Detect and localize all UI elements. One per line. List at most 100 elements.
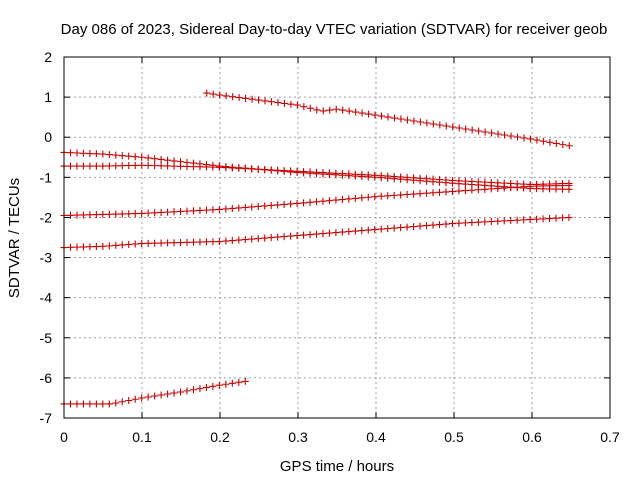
data-point — [507, 184, 515, 192]
data-point — [403, 173, 411, 181]
data-point — [293, 232, 301, 240]
data-point — [248, 165, 256, 173]
series-track-3 — [60, 161, 573, 188]
data-point — [390, 114, 398, 122]
data-point — [138, 209, 146, 217]
data-point — [494, 184, 502, 192]
data-point — [546, 182, 554, 190]
data-point — [86, 243, 94, 251]
data-point — [267, 201, 275, 209]
data-point — [429, 120, 437, 128]
data-point — [293, 167, 301, 175]
data-point — [371, 171, 379, 179]
y-tick-label: -3 — [40, 250, 53, 266]
x-tick-label: 0.4 — [366, 429, 386, 445]
x-tick-label: 0.3 — [288, 429, 308, 445]
data-point — [468, 126, 476, 134]
data-point — [442, 122, 450, 130]
data-point — [261, 202, 269, 210]
data-point — [397, 191, 405, 199]
data-point — [468, 219, 476, 227]
chart-title: Day 086 of 2023, Sidereal Day-to-day VTE… — [61, 21, 608, 38]
data-point — [384, 225, 392, 233]
data-point — [274, 233, 282, 241]
data-point — [222, 237, 230, 245]
data-point — [481, 218, 489, 226]
data-point — [364, 193, 372, 201]
data-point — [442, 176, 450, 184]
data-point — [274, 99, 282, 107]
data-point — [520, 134, 528, 142]
data-point — [552, 139, 560, 147]
data-point — [429, 221, 437, 229]
data-point — [300, 168, 308, 176]
data-point — [436, 121, 444, 129]
data-point — [144, 154, 152, 162]
data-point — [66, 400, 74, 408]
data-point — [216, 91, 224, 99]
data-point — [202, 383, 210, 391]
data-point — [125, 240, 133, 248]
data-point — [138, 240, 146, 248]
y-tick-label: -6 — [40, 370, 53, 386]
data-point — [92, 150, 100, 158]
data-point — [138, 394, 146, 402]
data-point — [280, 233, 288, 241]
data-point — [86, 150, 94, 158]
data-point — [429, 189, 437, 197]
data-point — [164, 239, 172, 247]
data-point — [202, 206, 210, 214]
data-point — [183, 162, 191, 170]
data-point — [183, 387, 191, 395]
data-point — [565, 214, 573, 222]
data-point — [112, 399, 120, 407]
data-point — [520, 216, 528, 224]
data-point — [435, 176, 443, 184]
data-point — [293, 101, 301, 109]
data-point — [410, 117, 418, 125]
data-point — [209, 382, 217, 390]
data-point — [384, 192, 392, 200]
data-point — [183, 238, 191, 246]
data-point — [209, 90, 217, 98]
data-point — [235, 94, 243, 102]
data-point — [487, 178, 495, 186]
data-point — [73, 243, 81, 251]
data-point — [248, 95, 256, 103]
data-point — [423, 222, 431, 230]
data-point — [390, 173, 398, 181]
data-point — [449, 123, 457, 131]
data-point — [539, 182, 547, 190]
data-point — [202, 238, 210, 246]
data-point — [105, 210, 113, 218]
data-point — [461, 177, 469, 185]
data-point — [442, 220, 450, 228]
data-point — [358, 194, 366, 202]
y-tick-label: -7 — [40, 410, 53, 426]
data-point — [241, 165, 249, 173]
data-point — [442, 188, 450, 196]
data-point — [533, 215, 541, 223]
data-point — [170, 208, 178, 216]
data-point — [378, 112, 386, 120]
data-series — [60, 89, 573, 408]
data-point — [423, 189, 431, 197]
data-point — [306, 168, 314, 176]
data-point — [526, 182, 534, 190]
data-point — [552, 214, 560, 222]
data-point — [377, 192, 385, 200]
data-point — [526, 216, 534, 224]
data-point — [144, 161, 152, 169]
data-point — [481, 128, 489, 136]
data-point — [345, 228, 353, 236]
data-point — [177, 239, 185, 247]
data-point — [209, 238, 217, 246]
data-point — [416, 118, 424, 126]
data-point — [287, 232, 295, 240]
data-point — [79, 211, 87, 219]
data-point — [533, 182, 541, 190]
data-point — [416, 222, 424, 230]
data-point — [151, 162, 159, 170]
data-point — [99, 162, 107, 170]
